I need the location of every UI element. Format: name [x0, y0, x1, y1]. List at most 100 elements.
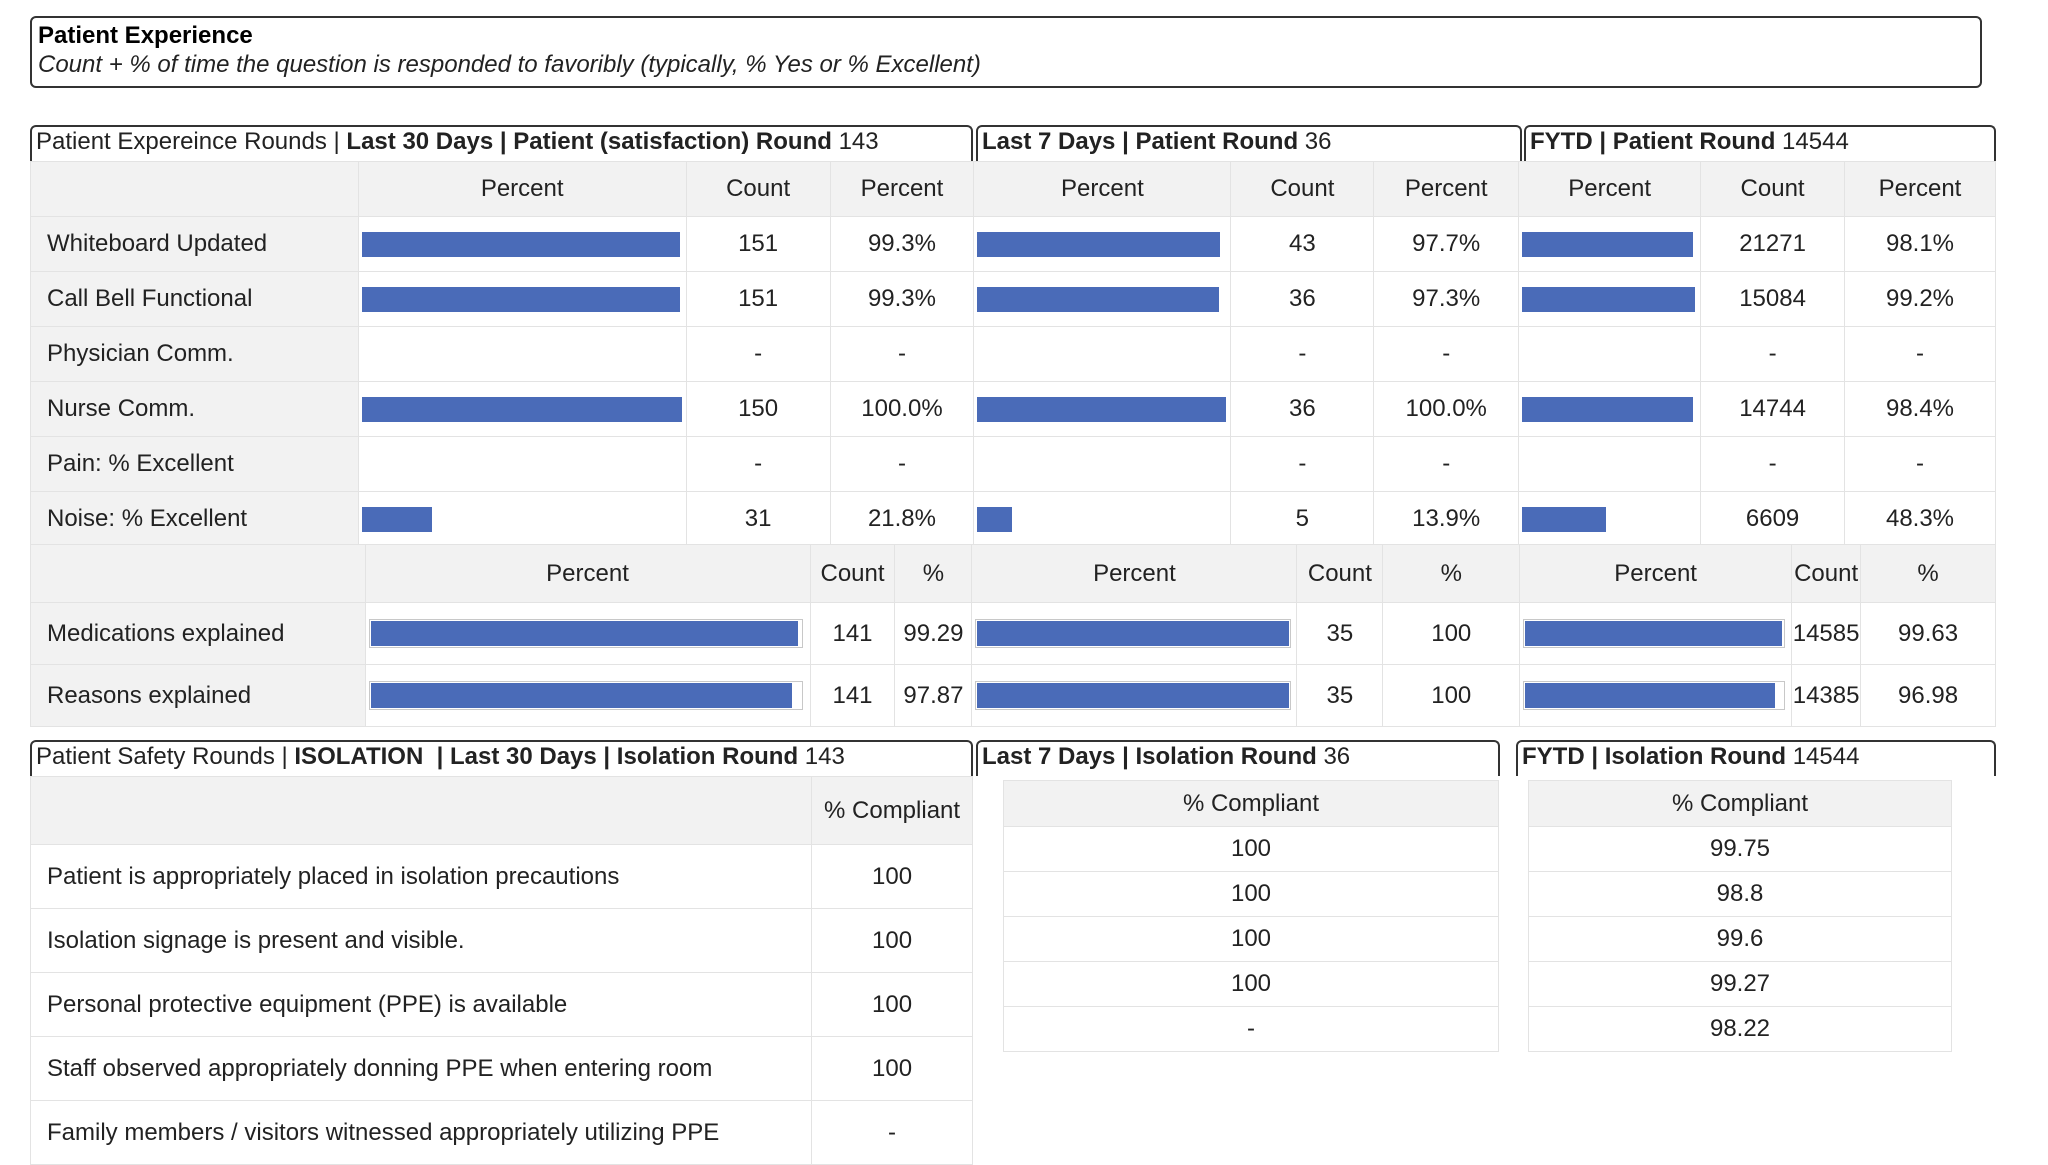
- percent-30-days: 99.3%: [829, 271, 975, 327]
- percent-7-days: -: [1373, 326, 1520, 382]
- percent-bar: [370, 621, 798, 646]
- count-fytd: 21271: [1700, 216, 1846, 272]
- percent-30-days: -: [829, 436, 975, 492]
- col-header-compliant: % Compliant: [811, 776, 973, 845]
- col-header-count: Count: [685, 161, 831, 217]
- percent-30-days: 21.8%: [829, 491, 975, 547]
- safety-row-fytd: 98.22: [1528, 1006, 1952, 1052]
- safety-table-fytd: % Compliant 99.75 98.8 99.6 99.27 98.22: [1528, 780, 1952, 1052]
- safety-corner-cell: [29, 776, 813, 845]
- count-7-days: 36: [1230, 381, 1375, 437]
- count-fytd: -: [1700, 436, 1846, 492]
- row-label: Call Bell Functional: [30, 271, 359, 327]
- rounds-header-fytd-title: FYTD | Patient Round: [1530, 128, 1776, 155]
- safety-header-prefix: Patient Safety Rounds |: [36, 743, 295, 770]
- safety-header-fytd: FYTD | Isolation Round 14544: [1516, 740, 1996, 776]
- percent-bar-track: [1522, 231, 1697, 257]
- percent-bar: [977, 506, 1013, 532]
- rounds-row: Whiteboard Updated 151 99.3% 43 97.7% 21271 98…: [30, 216, 1996, 272]
- safety-header-30-title: ISOLATION | Last 30 Days | Isolation Rou…: [294, 743, 799, 770]
- bar-cell-fytd: [1518, 326, 1702, 382]
- percent-bar: [361, 231, 680, 257]
- row-label: Noise: % Excellent: [30, 491, 359, 547]
- col-header-pct: %: [1382, 544, 1521, 603]
- col-header-percent: Percent: [1519, 544, 1793, 603]
- safety-left-col-headers: % Compliant: [29, 776, 973, 845]
- col-header-pct: %: [894, 544, 973, 603]
- compliant-7-days: 100: [1003, 826, 1499, 872]
- percent-bar: [977, 396, 1227, 422]
- safety-row-fytd: 98.8: [1528, 871, 1952, 917]
- safety-row-fytd: 99.6: [1528, 916, 1952, 962]
- safety-header-30-days: Patient Safety Rounds | ISOLATION | Last…: [30, 740, 973, 776]
- safety-table-30-days: % Compliant Patient is appropriately pla…: [29, 776, 973, 1165]
- safety-right-col-header: % Compliant: [1528, 780, 1952, 827]
- percent-bar-track: [361, 396, 683, 422]
- row-label: Staff observed appropriately donning PPE…: [29, 1036, 813, 1101]
- compliant-fytd: 99.6: [1528, 916, 1952, 962]
- safety-row-7-days: -: [1003, 1006, 1499, 1052]
- percent-fytd: 98.4%: [1844, 381, 1996, 437]
- count-30-days: 151: [685, 271, 831, 327]
- rounds-header-fytd: FYTD | Patient Round 14544: [1524, 125, 1996, 161]
- percent-30-days: 100.0%: [829, 381, 975, 437]
- safety-header-7-title: Last 7 Days | Isolation Round: [982, 743, 1317, 770]
- rounds-col-headers: Percent Count Percent Percent Count Perc…: [30, 161, 1996, 217]
- safety-table-7-days: % Compliant 100 100 100 100-: [1003, 780, 1499, 1052]
- safety-row-7-days: 100: [1003, 871, 1499, 917]
- percent-bar-track: [361, 231, 683, 257]
- count-7-days: 35: [1296, 664, 1384, 727]
- percent-bar: [361, 396, 682, 422]
- col-header-percent: Percent: [971, 544, 1298, 603]
- col-header-compliant: % Compliant: [1003, 780, 1499, 827]
- bar-cell-30-days: [357, 491, 687, 547]
- row-label: Reasons explained: [30, 664, 366, 727]
- col-header-count: Count: [809, 544, 896, 603]
- row-label: Personal protective equipment (PPE) is a…: [29, 972, 813, 1037]
- safety-row: Isolation signage is present and visible…: [29, 908, 973, 973]
- percent-bar-track: [1522, 286, 1697, 312]
- percent-30-days: 97.87: [894, 664, 973, 727]
- count-7-days: 36: [1230, 271, 1375, 327]
- bar-cell-7-days: [971, 664, 1298, 727]
- safety-header-fytd-count: 14544: [1792, 743, 1860, 770]
- col-header-percent: Percent: [1844, 161, 1996, 217]
- percent-30-days: 99.29: [894, 602, 973, 665]
- bar-cell-7-days: [973, 326, 1232, 382]
- explained-table: Percent Count % Percent Count % Percent …: [30, 544, 1996, 727]
- row-label: Physician Comm.: [30, 326, 359, 382]
- count-7-days: 43: [1230, 216, 1375, 272]
- row-label: Isolation signage is present and visible…: [29, 908, 813, 973]
- count-fytd: 15084: [1700, 271, 1846, 327]
- compliant-30-days: -: [811, 1100, 973, 1165]
- safety-row-fytd: 99.75: [1528, 826, 1952, 872]
- bar-cell-7-days: [973, 271, 1232, 327]
- count-30-days: 141: [809, 602, 896, 665]
- percent-fytd: 98.1%: [1844, 216, 1996, 272]
- percent-30-days: -: [829, 326, 975, 382]
- percent-bar: [370, 683, 792, 708]
- row-label: Nurse Comm.: [30, 381, 359, 437]
- percent-bar-track: [977, 396, 1227, 422]
- safety-row-7-days: 100: [1003, 826, 1499, 872]
- percent-bar-track: [368, 619, 803, 648]
- percent-7-days: -: [1373, 436, 1520, 492]
- compliant-7-days: 100: [1003, 916, 1499, 962]
- percent-bar-track: [977, 286, 1227, 312]
- percent-30-days: 99.3%: [829, 216, 975, 272]
- rounds-row: Call Bell Functional 151 99.3% 36 97.3% 15084…: [30, 271, 1996, 327]
- bar-cell-fytd: [1518, 491, 1702, 547]
- safety-row: Staff observed appropriately donning PPE…: [29, 1036, 973, 1101]
- safety-header-fytd-title: FYTD | Isolation Round: [1522, 743, 1787, 770]
- col-header-pct: %: [1860, 544, 1996, 603]
- rounds-header-30-days: Patient Expereince Rounds | Last 30 Days…: [30, 125, 973, 161]
- percent-7-days: 100: [1382, 602, 1521, 665]
- col-header-percent: Percent: [973, 161, 1232, 217]
- col-header-percent: Percent: [364, 544, 811, 603]
- percent-7-days: 13.9%: [1373, 491, 1520, 547]
- compliant-7-days: 100: [1003, 871, 1499, 917]
- count-fytd: 14585: [1791, 602, 1862, 665]
- percent-bar-track: [975, 681, 1292, 710]
- count-30-days: 141: [809, 664, 896, 727]
- rounds-header-30-count: 143: [838, 128, 879, 155]
